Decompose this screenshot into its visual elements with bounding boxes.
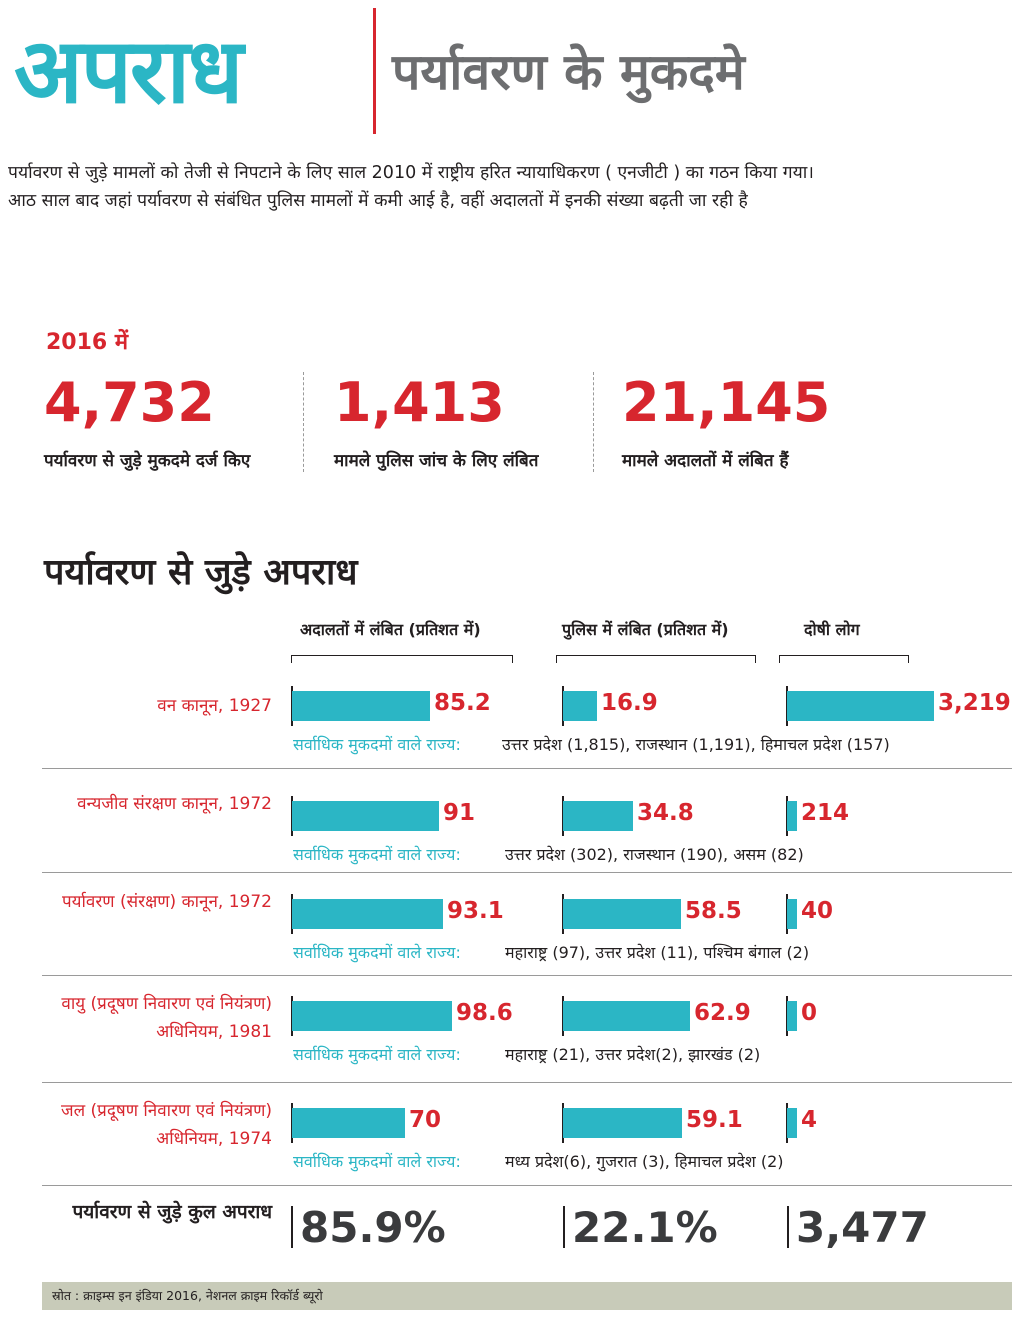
stat-divider	[593, 372, 594, 472]
value-label-convicted: 40	[801, 898, 834, 924]
value-label-court: 85.2	[434, 690, 491, 716]
bar-axis	[786, 1103, 788, 1143]
bar-axis	[786, 894, 788, 934]
bar-axis	[786, 796, 788, 836]
column-header-police: पुलिस में लंबित (प्रतिशत में)	[562, 620, 729, 639]
bar-convicted	[787, 1001, 797, 1031]
header-subtitle: पर्यावरण के मुकदमे	[392, 43, 745, 101]
value-label-convicted: 214	[801, 800, 850, 826]
bar-axis	[786, 996, 788, 1036]
stat-value-cases: 4,732	[44, 371, 215, 434]
column-header-court: अदालतों में लंबित (प्रतिशत में)	[300, 620, 481, 639]
states-label: सर्वाधिक मुकदमों वाले राज्य:	[293, 943, 461, 962]
column-bracket-court	[291, 655, 513, 663]
column-bracket-convicted	[779, 655, 909, 663]
header-divider	[373, 8, 376, 134]
bar-axis	[291, 996, 293, 1036]
value-label-police: 58.5	[685, 898, 742, 924]
bar-court	[292, 801, 439, 831]
bar-court	[292, 1108, 405, 1138]
bar-police	[563, 691, 597, 721]
bar-police	[563, 899, 681, 929]
value-label-convicted: 4	[801, 1107, 818, 1133]
states-label: सर्वाधिक मुकदमों वाले राज्य:	[293, 735, 461, 754]
bar-axis	[562, 894, 564, 934]
states-label: सर्वाधिक मुकदमों वाले राज्य:	[293, 1045, 461, 1064]
value-label-convicted: 3,219	[938, 690, 1011, 716]
row-label: वायु (प्रदूषण निवारण एवं नियंत्रण) अधिनि…	[61, 994, 272, 1042]
bar-axis	[291, 686, 293, 726]
value-label-police: 34.8	[637, 800, 694, 826]
bar-axis	[786, 686, 788, 726]
bar-axis	[562, 796, 564, 836]
stat-caption-courts: मामले अदालतों में लंबित हैं	[622, 451, 789, 471]
stat-caption-police: मामले पुलिस जांच के लिए लंबित	[334, 451, 539, 471]
row-separator	[42, 1082, 1012, 1083]
row-label: जल (प्रदूषण निवारण एवं नियंत्रण) अधिनियम…	[61, 1101, 272, 1149]
total-axis-convicted	[787, 1206, 789, 1248]
value-label-court: 70	[409, 1107, 442, 1133]
states-label: सर्वाधिक मुकदमों वाले राज्य:	[293, 845, 461, 864]
row-separator	[42, 768, 1012, 769]
stat-divider	[303, 372, 304, 472]
bar-axis	[291, 894, 293, 934]
source-bar	[42, 1282, 1012, 1310]
column-header-convicted: दोषी लोग	[804, 620, 860, 639]
bar-axis	[562, 1103, 564, 1143]
value-label-court: 98.6	[456, 1000, 513, 1026]
bar-police	[563, 1001, 690, 1031]
states-label: सर्वाधिक मुकदमों वाले राज्य:	[293, 1152, 461, 1171]
source-text: स्रोत : क्राइम्स इन इंडिया 2016, नेशनल क…	[52, 1288, 323, 1303]
intro-line-1: पर्यावरण से जुड़े मामलों को तेजी से निपट…	[8, 163, 814, 183]
summary-year-label: 2016 में	[46, 330, 129, 355]
states-list: महाराष्ट्र (97), उत्तर प्रदेश (11), पश्च…	[505, 943, 810, 962]
bar-convicted	[787, 899, 797, 929]
row-separator	[42, 872, 1012, 873]
bar-court	[292, 899, 443, 929]
row-label: वन्यजीव संरक्षण कानून, 1972	[77, 794, 272, 814]
column-bracket-police	[556, 655, 756, 663]
total-axis-police	[563, 1206, 565, 1248]
value-label-police: 62.9	[694, 1000, 751, 1026]
total-value-convicted: 3,477	[796, 1203, 929, 1252]
stat-value-courts: 21,145	[622, 371, 831, 434]
row-separator	[42, 975, 1012, 976]
header-title: अपराध	[14, 19, 243, 124]
row-label: वन कानून, 1927	[157, 696, 272, 716]
states-list: उत्तर प्रदेश (302), राजस्थान (190), असम …	[505, 845, 804, 864]
value-label-police: 59.1	[686, 1107, 743, 1133]
value-label-court: 93.1	[447, 898, 504, 924]
bar-police	[563, 1108, 682, 1138]
bar-axis	[291, 796, 293, 836]
total-axis-court	[291, 1206, 293, 1248]
value-label-police: 16.9	[601, 690, 658, 716]
value-label-court: 91	[443, 800, 476, 826]
bar-axis	[562, 686, 564, 726]
bar-convicted	[787, 1108, 797, 1138]
intro-line-2: आठ साल बाद जहां पर्यावरण से संबंधित पुलि…	[8, 191, 748, 211]
row-label: पर्यावरण (संरक्षण) कानून, 1972	[61, 892, 272, 912]
stat-caption-cases: पर्यावरण से जुड़े मुकदमे दर्ज किए	[44, 451, 251, 471]
total-label: पर्यावरण से जुड़े कुल अपराध	[72, 1201, 272, 1223]
bar-axis	[291, 1103, 293, 1143]
bar-police	[563, 801, 633, 831]
row-separator	[42, 1185, 1012, 1186]
stat-value-police: 1,413	[334, 371, 505, 434]
bar-court	[292, 1001, 452, 1031]
total-value-police: 22.1%	[572, 1203, 718, 1252]
chart-title: पर्यावरण से जुड़े अपराध	[44, 552, 358, 593]
states-list: महाराष्ट्र (21), उत्तर प्रदेश(2), झारखंड…	[505, 1045, 761, 1064]
bar-axis	[562, 996, 564, 1036]
bar-court	[292, 691, 430, 721]
states-list: उत्तर प्रदेश (1,815), राजस्थान (1,191), …	[502, 735, 890, 754]
bar-convicted	[787, 691, 934, 721]
bar-convicted	[787, 801, 797, 831]
value-label-convicted: 0	[801, 1000, 818, 1026]
total-value-court: 85.9%	[300, 1203, 446, 1252]
states-list: मध्य प्रदेश(6), गुजरात (3), हिमाचल प्रदे…	[505, 1152, 784, 1171]
